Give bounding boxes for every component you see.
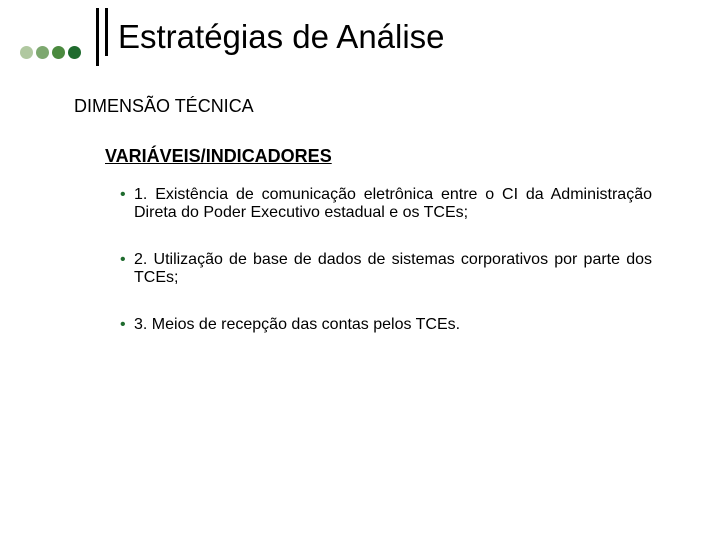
deco-dot-3 <box>52 46 65 59</box>
bullet-marker-icon: • <box>120 251 134 269</box>
title-separator-2 <box>105 8 108 56</box>
bullet-text: 3. Meios de recepção das contas pelos TC… <box>134 316 652 334</box>
deco-dot-4 <box>68 46 81 59</box>
subsection-title: VARIÁVEIS/INDICADORES <box>105 146 332 167</box>
section-title: DIMENSÃO TÉCNICA <box>74 96 254 117</box>
bullet-item: • 3. Meios de recepção das contas pelos … <box>120 316 652 334</box>
deco-dots <box>20 46 81 59</box>
bullet-item: • 2. Utilização de base de dados de sist… <box>120 251 652 288</box>
bullet-marker-icon: • <box>120 186 134 204</box>
page-title: Estratégias de Análise <box>118 18 445 56</box>
title-separator-1 <box>96 8 99 66</box>
bullet-list: • 1. Existência de comunicação eletrônic… <box>120 186 652 362</box>
slide: Estratégias de Análise DIMENSÃO TÉCNICA … <box>0 0 720 540</box>
deco-dot-1 <box>20 46 33 59</box>
bullet-text: 2. Utilização de base de dados de sistem… <box>134 251 652 288</box>
bullet-marker-icon: • <box>120 316 134 334</box>
deco-dot-2 <box>36 46 49 59</box>
bullet-item: • 1. Existência de comunicação eletrônic… <box>120 186 652 223</box>
bullet-text: 1. Existência de comunicação eletrônica … <box>134 186 652 223</box>
